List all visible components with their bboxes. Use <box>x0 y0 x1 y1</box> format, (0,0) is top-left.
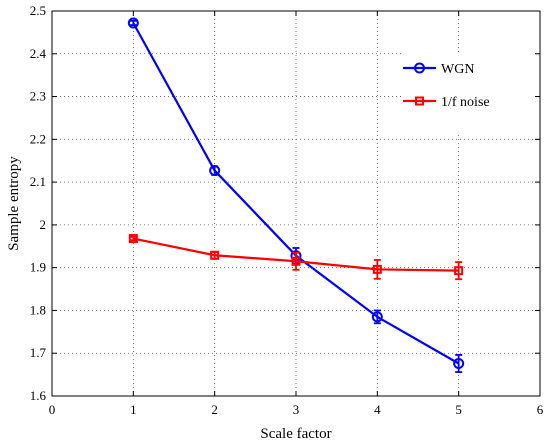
legend-item: 1/f noise <box>403 95 490 110</box>
series <box>127 17 465 373</box>
data-point-square <box>454 266 464 276</box>
legend-item: WGN <box>403 62 474 77</box>
data-point-circle <box>371 311 383 323</box>
y-axis-title: Sample entropy <box>6 156 22 251</box>
legend: WGN 1/f noise <box>402 52 534 132</box>
data-point-square <box>372 264 382 274</box>
legend-label: WGN <box>441 62 474 77</box>
legend-items: WGN 1/f noise <box>403 62 490 110</box>
data-point-circle <box>453 357 465 369</box>
x-tick-label: 0 <box>49 402 56 417</box>
legend-marker-circle <box>414 62 425 74</box>
y-tick-label: 1.7 <box>30 345 47 360</box>
y-tick-label: 1.9 <box>30 260 46 275</box>
data-point-circle <box>127 17 139 29</box>
x-tick-label: 1 <box>130 402 137 417</box>
series-one-over-f-noise <box>128 234 464 281</box>
x-tick-label: 5 <box>455 402 462 417</box>
y-tick-label: 2.4 <box>30 46 47 61</box>
y-tick-label: 2.3 <box>30 89 46 104</box>
x-axis-title: Scale factor <box>260 426 331 442</box>
data-point-square <box>210 250 220 260</box>
data-point-square <box>128 234 138 244</box>
y-tick-label: 2.2 <box>30 131 46 146</box>
y-tick-label: 1.8 <box>30 302 46 317</box>
x-tick-label: 6 <box>537 402 544 417</box>
legend-marker-square <box>415 96 424 106</box>
x-tick-label: 4 <box>374 402 381 417</box>
y-tick-label: 2.5 <box>30 3 46 18</box>
legend-label: 1/f noise <box>441 95 490 110</box>
data-point-circle <box>209 165 221 177</box>
x-tick-label: 2 <box>211 402 218 417</box>
y-tick-label: 2 <box>40 217 47 232</box>
y-tick-label: 1.6 <box>30 388 47 403</box>
axis-ticks: 0 1 2 3 4 5 6 1.6 1.7 1.8 1.9 2 2.1 2.2 2.3 2.4 2.5 <box>30 3 544 417</box>
x-tick-label: 3 <box>293 402 300 417</box>
y-tick-label: 2.1 <box>30 174 46 189</box>
data-point-square <box>291 256 301 266</box>
